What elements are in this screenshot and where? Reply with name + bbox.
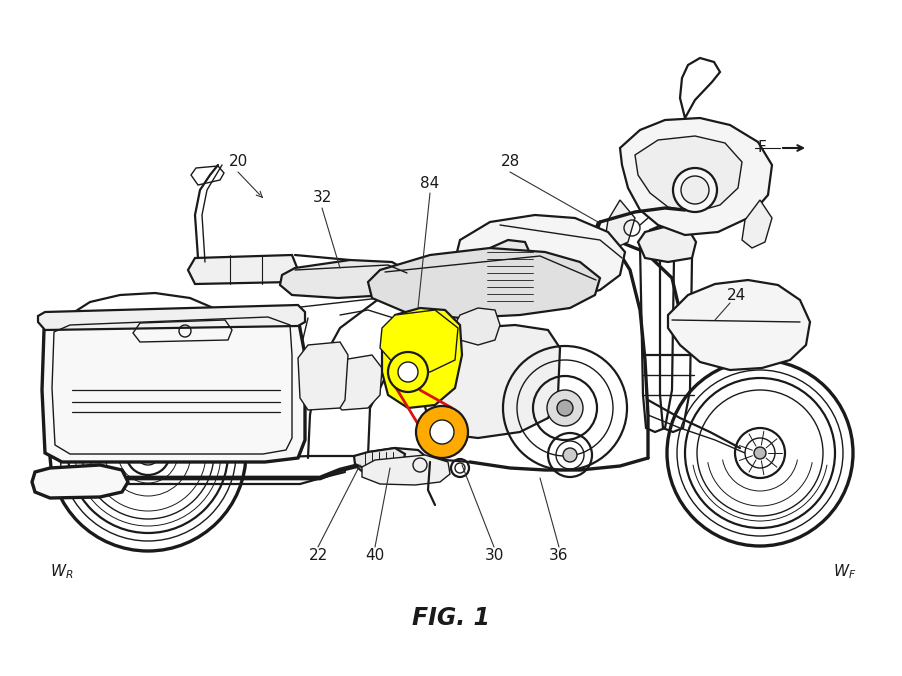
Circle shape <box>547 390 583 426</box>
Text: 32: 32 <box>312 191 332 206</box>
Polygon shape <box>38 305 305 330</box>
Text: F: F <box>758 141 767 155</box>
Polygon shape <box>458 262 500 320</box>
Polygon shape <box>668 280 810 370</box>
Text: 24: 24 <box>727 287 747 302</box>
Polygon shape <box>382 308 462 408</box>
Polygon shape <box>354 448 405 470</box>
Circle shape <box>681 176 709 204</box>
Polygon shape <box>32 465 128 498</box>
Circle shape <box>557 400 573 416</box>
Polygon shape <box>485 240 532 308</box>
Polygon shape <box>188 255 298 284</box>
Polygon shape <box>638 226 696 262</box>
Polygon shape <box>455 215 625 300</box>
Circle shape <box>398 362 418 382</box>
Circle shape <box>143 448 153 458</box>
Polygon shape <box>635 136 742 212</box>
Text: 84: 84 <box>420 176 439 191</box>
Circle shape <box>673 168 717 212</box>
Text: 40: 40 <box>365 548 384 564</box>
Text: 30: 30 <box>484 548 503 564</box>
Polygon shape <box>605 200 635 248</box>
Polygon shape <box>358 448 430 480</box>
Polygon shape <box>422 325 560 438</box>
Text: 28: 28 <box>501 155 520 170</box>
Polygon shape <box>620 118 772 235</box>
Polygon shape <box>380 310 458 372</box>
Text: 36: 36 <box>549 548 569 564</box>
Circle shape <box>388 352 428 392</box>
Text: 20: 20 <box>228 155 248 170</box>
Circle shape <box>754 447 766 459</box>
Polygon shape <box>453 308 500 345</box>
Text: FIG. 1: FIG. 1 <box>412 606 490 630</box>
Text: $W_F$: $W_F$ <box>833 562 857 581</box>
Circle shape <box>430 420 454 444</box>
Polygon shape <box>368 248 600 318</box>
Polygon shape <box>328 355 382 410</box>
Polygon shape <box>362 455 450 485</box>
Circle shape <box>416 406 468 458</box>
Text: 22: 22 <box>308 548 327 564</box>
Text: $W_R$: $W_R$ <box>51 562 74 581</box>
Polygon shape <box>742 200 772 248</box>
Circle shape <box>563 448 577 462</box>
Polygon shape <box>42 310 305 462</box>
Polygon shape <box>280 260 410 298</box>
Polygon shape <box>298 342 348 410</box>
